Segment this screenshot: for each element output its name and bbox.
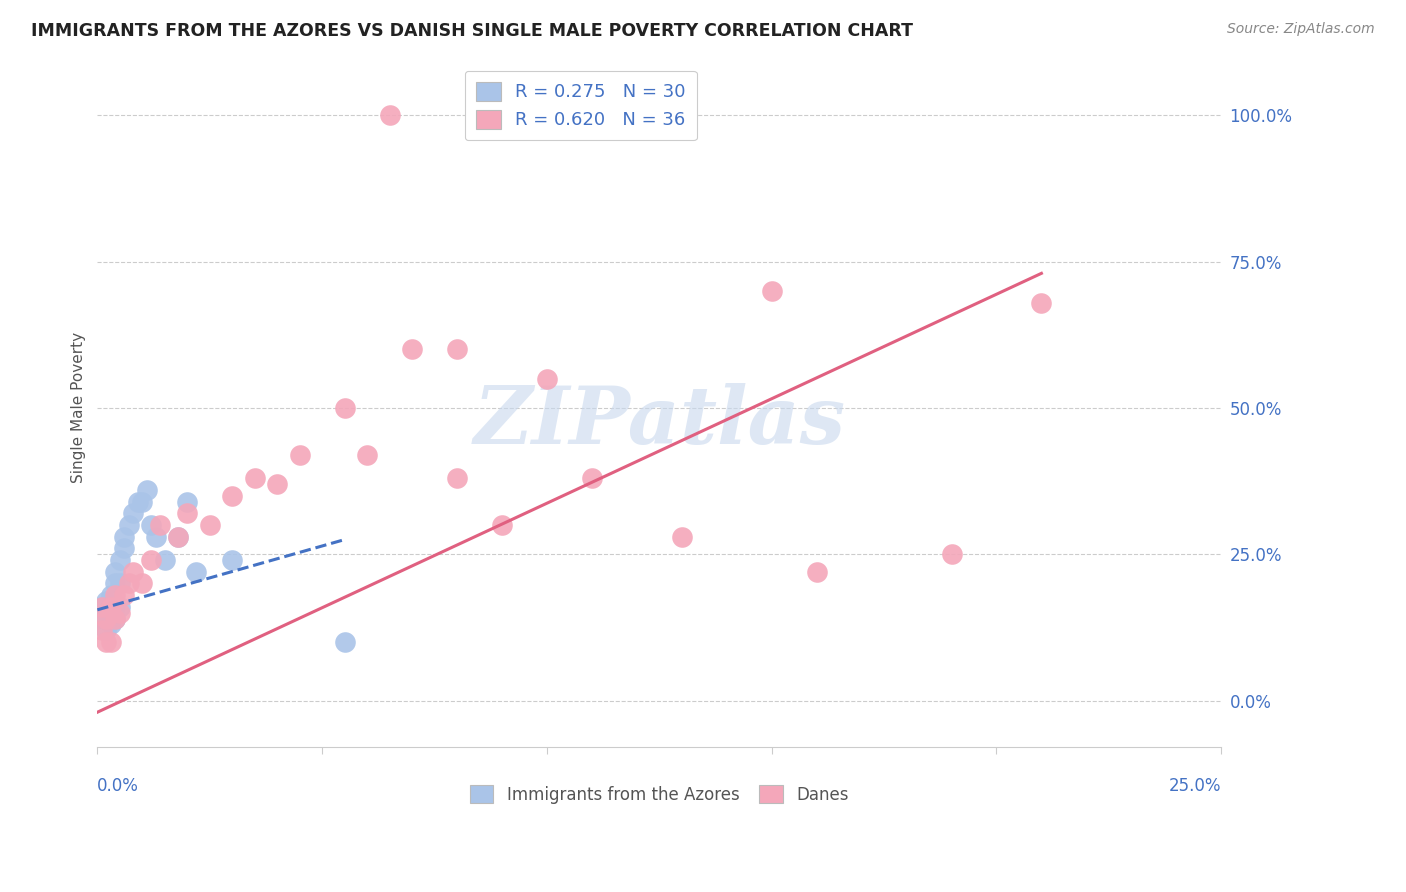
Point (243, 471, 266, 485)
Point (401, 343, 423, 357)
Text: Source: ZipAtlas.com: Source: ZipAtlas.com (1227, 22, 1375, 37)
Point (104, 599, 127, 614)
Point (104, 611, 127, 625)
Point (96, 624, 118, 638)
Text: ZIPatlas: ZIPatlas (474, 383, 845, 460)
Point (198, 518, 221, 533)
Point (167, 530, 190, 544)
Text: IMMIGRANTS FROM THE AZORES VS DANISH SINGLE MALE POVERTY CORRELATION CHART: IMMIGRANTS FROM THE AZORES VS DANISH SIN… (31, 22, 912, 40)
Point (127, 494, 149, 508)
Point (356, 448, 378, 462)
Point (90, 624, 112, 638)
Point (671, 530, 693, 544)
Point (186, 565, 208, 579)
Point (288, 448, 311, 462)
Point (167, 530, 190, 544)
Point (149, 518, 172, 533)
Point (96, 606, 118, 620)
Point (333, 635, 356, 649)
Point (104, 588, 127, 602)
Y-axis label: Single Male Poverty: Single Male Poverty (72, 333, 86, 483)
Point (145, 530, 167, 544)
Point (104, 565, 127, 579)
Point (90, 611, 112, 625)
Point (135, 483, 157, 497)
Point (122, 565, 145, 579)
Point (941, 547, 963, 561)
Point (221, 489, 243, 503)
Point (104, 611, 127, 625)
Point (153, 553, 176, 567)
Point (112, 530, 135, 544)
Point (100, 599, 122, 614)
Point (536, 372, 558, 386)
Point (176, 506, 198, 520)
Point (90, 599, 112, 614)
Point (131, 576, 153, 591)
Point (378, 108, 401, 122)
Point (90, 599, 112, 614)
Point (761, 284, 783, 298)
Point (141, 553, 163, 567)
Point (333, 401, 356, 415)
Legend: Immigrants from the Azores, Danes: Immigrants from the Azores, Danes (460, 775, 859, 814)
Point (100, 635, 122, 649)
Point (112, 588, 135, 602)
Point (108, 606, 131, 620)
Point (122, 506, 145, 520)
Text: 25.0%: 25.0% (1168, 778, 1222, 796)
Point (221, 553, 243, 567)
Point (112, 541, 135, 556)
Point (491, 518, 513, 533)
Point (96, 611, 118, 625)
Text: 0.0%: 0.0% (97, 778, 139, 796)
Point (141, 518, 163, 533)
Point (131, 494, 153, 508)
Point (108, 553, 131, 567)
Point (446, 471, 468, 485)
Point (581, 471, 603, 485)
Point (96, 635, 118, 649)
Point (266, 477, 288, 491)
Point (118, 576, 141, 591)
Point (806, 565, 828, 579)
Point (100, 606, 122, 620)
Point (96, 594, 118, 608)
Point (446, 343, 468, 357)
Point (118, 518, 141, 533)
Point (104, 576, 127, 591)
Point (176, 494, 198, 508)
Point (100, 617, 122, 632)
Point (108, 599, 131, 614)
Point (100, 588, 122, 602)
Point (108, 576, 131, 591)
Point (1031, 295, 1053, 310)
